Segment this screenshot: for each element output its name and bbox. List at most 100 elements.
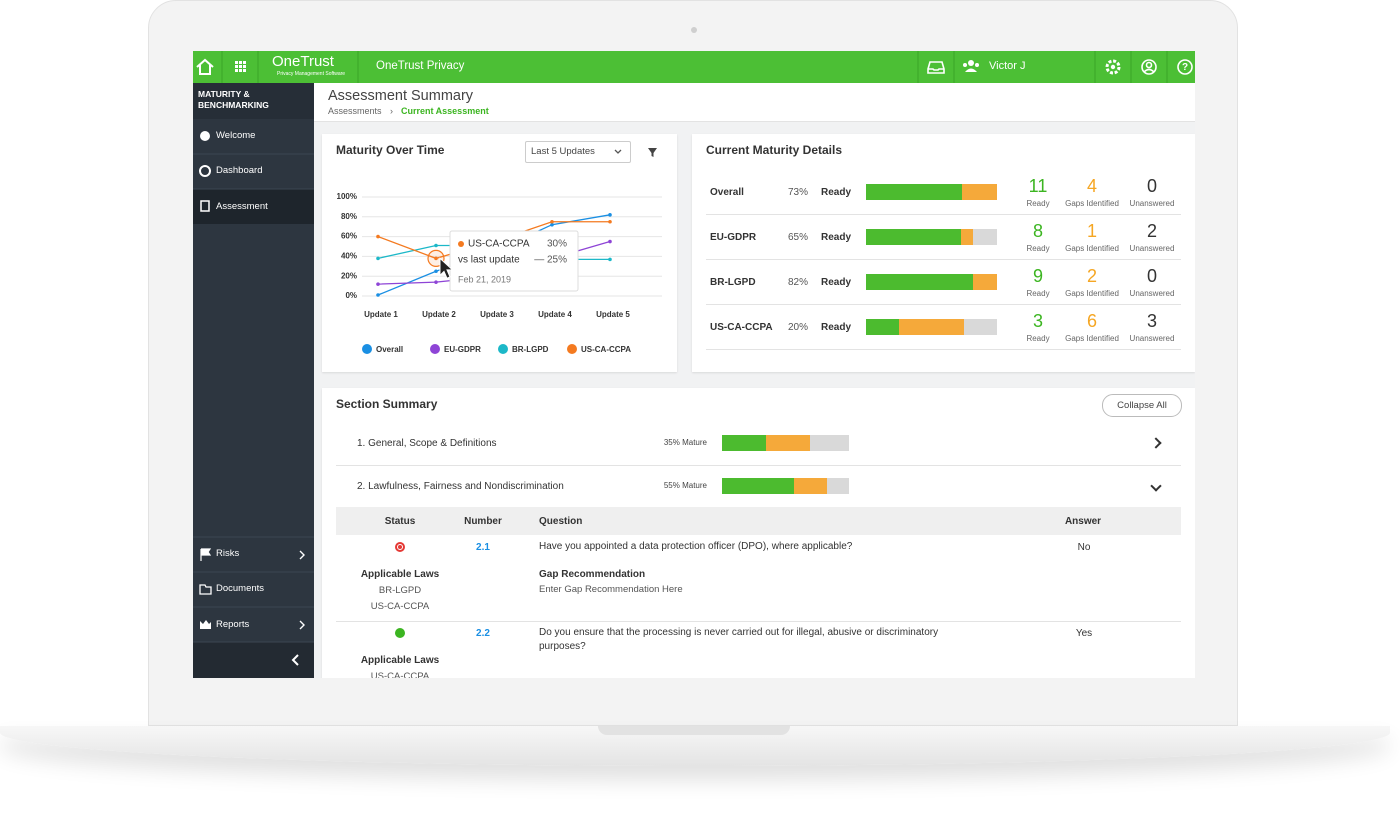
count-label: Ready bbox=[1026, 244, 1050, 253]
row-name: Overall bbox=[710, 186, 744, 198]
answer: Yes bbox=[1075, 627, 1093, 639]
count-value: 0 bbox=[1146, 175, 1158, 196]
row-percent: 82% bbox=[788, 276, 809, 288]
card-title: Section Summary bbox=[336, 397, 438, 411]
reports-icon bbox=[200, 620, 211, 629]
filter-icon[interactable] bbox=[648, 148, 657, 157]
collapse-chevron[interactable] bbox=[291, 654, 299, 666]
status-dot bbox=[398, 545, 402, 549]
user-name: Victor J bbox=[989, 60, 1026, 72]
data-point bbox=[550, 222, 554, 227]
page-header bbox=[314, 83, 1195, 122]
assessment-icon bbox=[200, 200, 210, 212]
table-header bbox=[336, 507, 1181, 535]
sidebar-item: Welcome bbox=[216, 130, 256, 141]
column-header: Number bbox=[464, 515, 502, 527]
profile-icon[interactable] bbox=[1141, 59, 1157, 75]
data-point bbox=[608, 257, 612, 262]
bar-segment bbox=[794, 478, 828, 494]
row-name: EU-GDPR bbox=[710, 231, 757, 243]
data-point bbox=[608, 213, 612, 217]
data-point bbox=[608, 239, 612, 244]
count-label: Unanswered bbox=[1129, 244, 1175, 253]
sidebar-icons bbox=[193, 131, 314, 666]
bar-segment bbox=[866, 319, 899, 335]
page-title: Assessment Summary bbox=[328, 87, 474, 104]
data-point bbox=[434, 243, 438, 248]
laws-label: Applicable Laws bbox=[360, 568, 440, 580]
x-tick-label: Update 2 bbox=[422, 310, 456, 319]
x-tick-label: Update 4 bbox=[538, 310, 572, 319]
bar-segment bbox=[964, 319, 997, 335]
count-label: Ready bbox=[1026, 199, 1050, 208]
product-name: OneTrust Privacy bbox=[376, 59, 465, 72]
column-header: Answer bbox=[1064, 515, 1102, 527]
count-value: 3 bbox=[1032, 310, 1044, 331]
gap-label: Gap Recommendation bbox=[539, 568, 646, 580]
tooltip-series: US-CA-CCPA bbox=[468, 239, 530, 250]
legend-label: US-CA-CCPA bbox=[581, 345, 631, 354]
sidebar-item: Reports bbox=[216, 619, 250, 630]
data-point bbox=[376, 293, 380, 297]
count-label: Gaps Identified bbox=[1065, 244, 1119, 253]
data-point bbox=[434, 269, 438, 274]
legend-swatch bbox=[567, 344, 577, 354]
legend-label: BR-LGPD bbox=[512, 345, 549, 354]
status-icon bbox=[395, 542, 405, 552]
count-value: 2 bbox=[1086, 265, 1098, 286]
svg-text:?: ? bbox=[1182, 62, 1188, 73]
count-label: Gaps Identified bbox=[1065, 289, 1119, 298]
status-icon bbox=[395, 628, 405, 638]
bar-segment bbox=[722, 478, 795, 494]
data-point bbox=[434, 280, 438, 284]
laptop-notch bbox=[598, 726, 790, 735]
law: US-CA-CCPA bbox=[370, 671, 430, 678]
data-point bbox=[376, 282, 380, 286]
home-icon[interactable] bbox=[196, 58, 214, 75]
row-status: Ready bbox=[821, 321, 852, 333]
count-label: Unanswered bbox=[1129, 334, 1175, 343]
bar-segment bbox=[973, 229, 997, 245]
row-divider bbox=[706, 259, 1181, 260]
help-icon[interactable]: ? bbox=[1177, 59, 1193, 75]
bar-segment bbox=[866, 274, 974, 290]
card-title: Current Maturity Details bbox=[706, 143, 843, 157]
row-percent: 20% bbox=[788, 321, 809, 333]
legend-label: Overall bbox=[376, 345, 403, 354]
settings-icon[interactable] bbox=[1105, 59, 1121, 75]
tooltip-value: 30% bbox=[547, 239, 567, 250]
section-maturity: 55% Mature bbox=[663, 481, 707, 490]
x-tick-label: Update 5 bbox=[596, 310, 630, 319]
sidebar bbox=[193, 83, 314, 678]
inbox-icon[interactable] bbox=[927, 61, 945, 74]
breadcrumb: Assessments bbox=[328, 106, 382, 116]
top-bar bbox=[193, 51, 1195, 83]
collapse-button[interactable] bbox=[1102, 394, 1182, 417]
cursor-icon bbox=[439, 257, 454, 280]
y-tick-label: 100% bbox=[337, 192, 357, 201]
row-divider bbox=[706, 214, 1181, 215]
apps-icon[interactable] bbox=[235, 61, 246, 72]
welcome-icon bbox=[200, 131, 210, 141]
section-name: 2. Lawfulness, Fairness and Nondiscrimin… bbox=[357, 480, 564, 492]
gap-text: Enter Gap Recommendation Here bbox=[539, 584, 683, 595]
count-label: Gaps Identified bbox=[1065, 334, 1119, 343]
bar-segment bbox=[866, 229, 962, 245]
law: BR-LGPD bbox=[378, 585, 422, 596]
question-number: 2.2 bbox=[476, 627, 490, 639]
filter-dropdown[interactable] bbox=[525, 141, 631, 163]
column-header: Question bbox=[539, 515, 583, 527]
count-label: Ready bbox=[1026, 334, 1050, 343]
data-point bbox=[434, 256, 438, 261]
collapse-label: Collapse All bbox=[1117, 400, 1167, 411]
documents-icon bbox=[199, 584, 212, 595]
count-value: 2 bbox=[1146, 220, 1158, 241]
count-value: 8 bbox=[1032, 220, 1044, 241]
bar-segment bbox=[961, 229, 974, 245]
filter-value: Last 5 Updates bbox=[531, 146, 595, 157]
data-point bbox=[550, 219, 554, 224]
tooltip-date: Feb 21, 2019 bbox=[458, 274, 511, 284]
tooltip-swatch bbox=[458, 241, 464, 247]
count-label: Unanswered bbox=[1129, 199, 1175, 208]
y-tick-label: 0% bbox=[345, 291, 357, 300]
